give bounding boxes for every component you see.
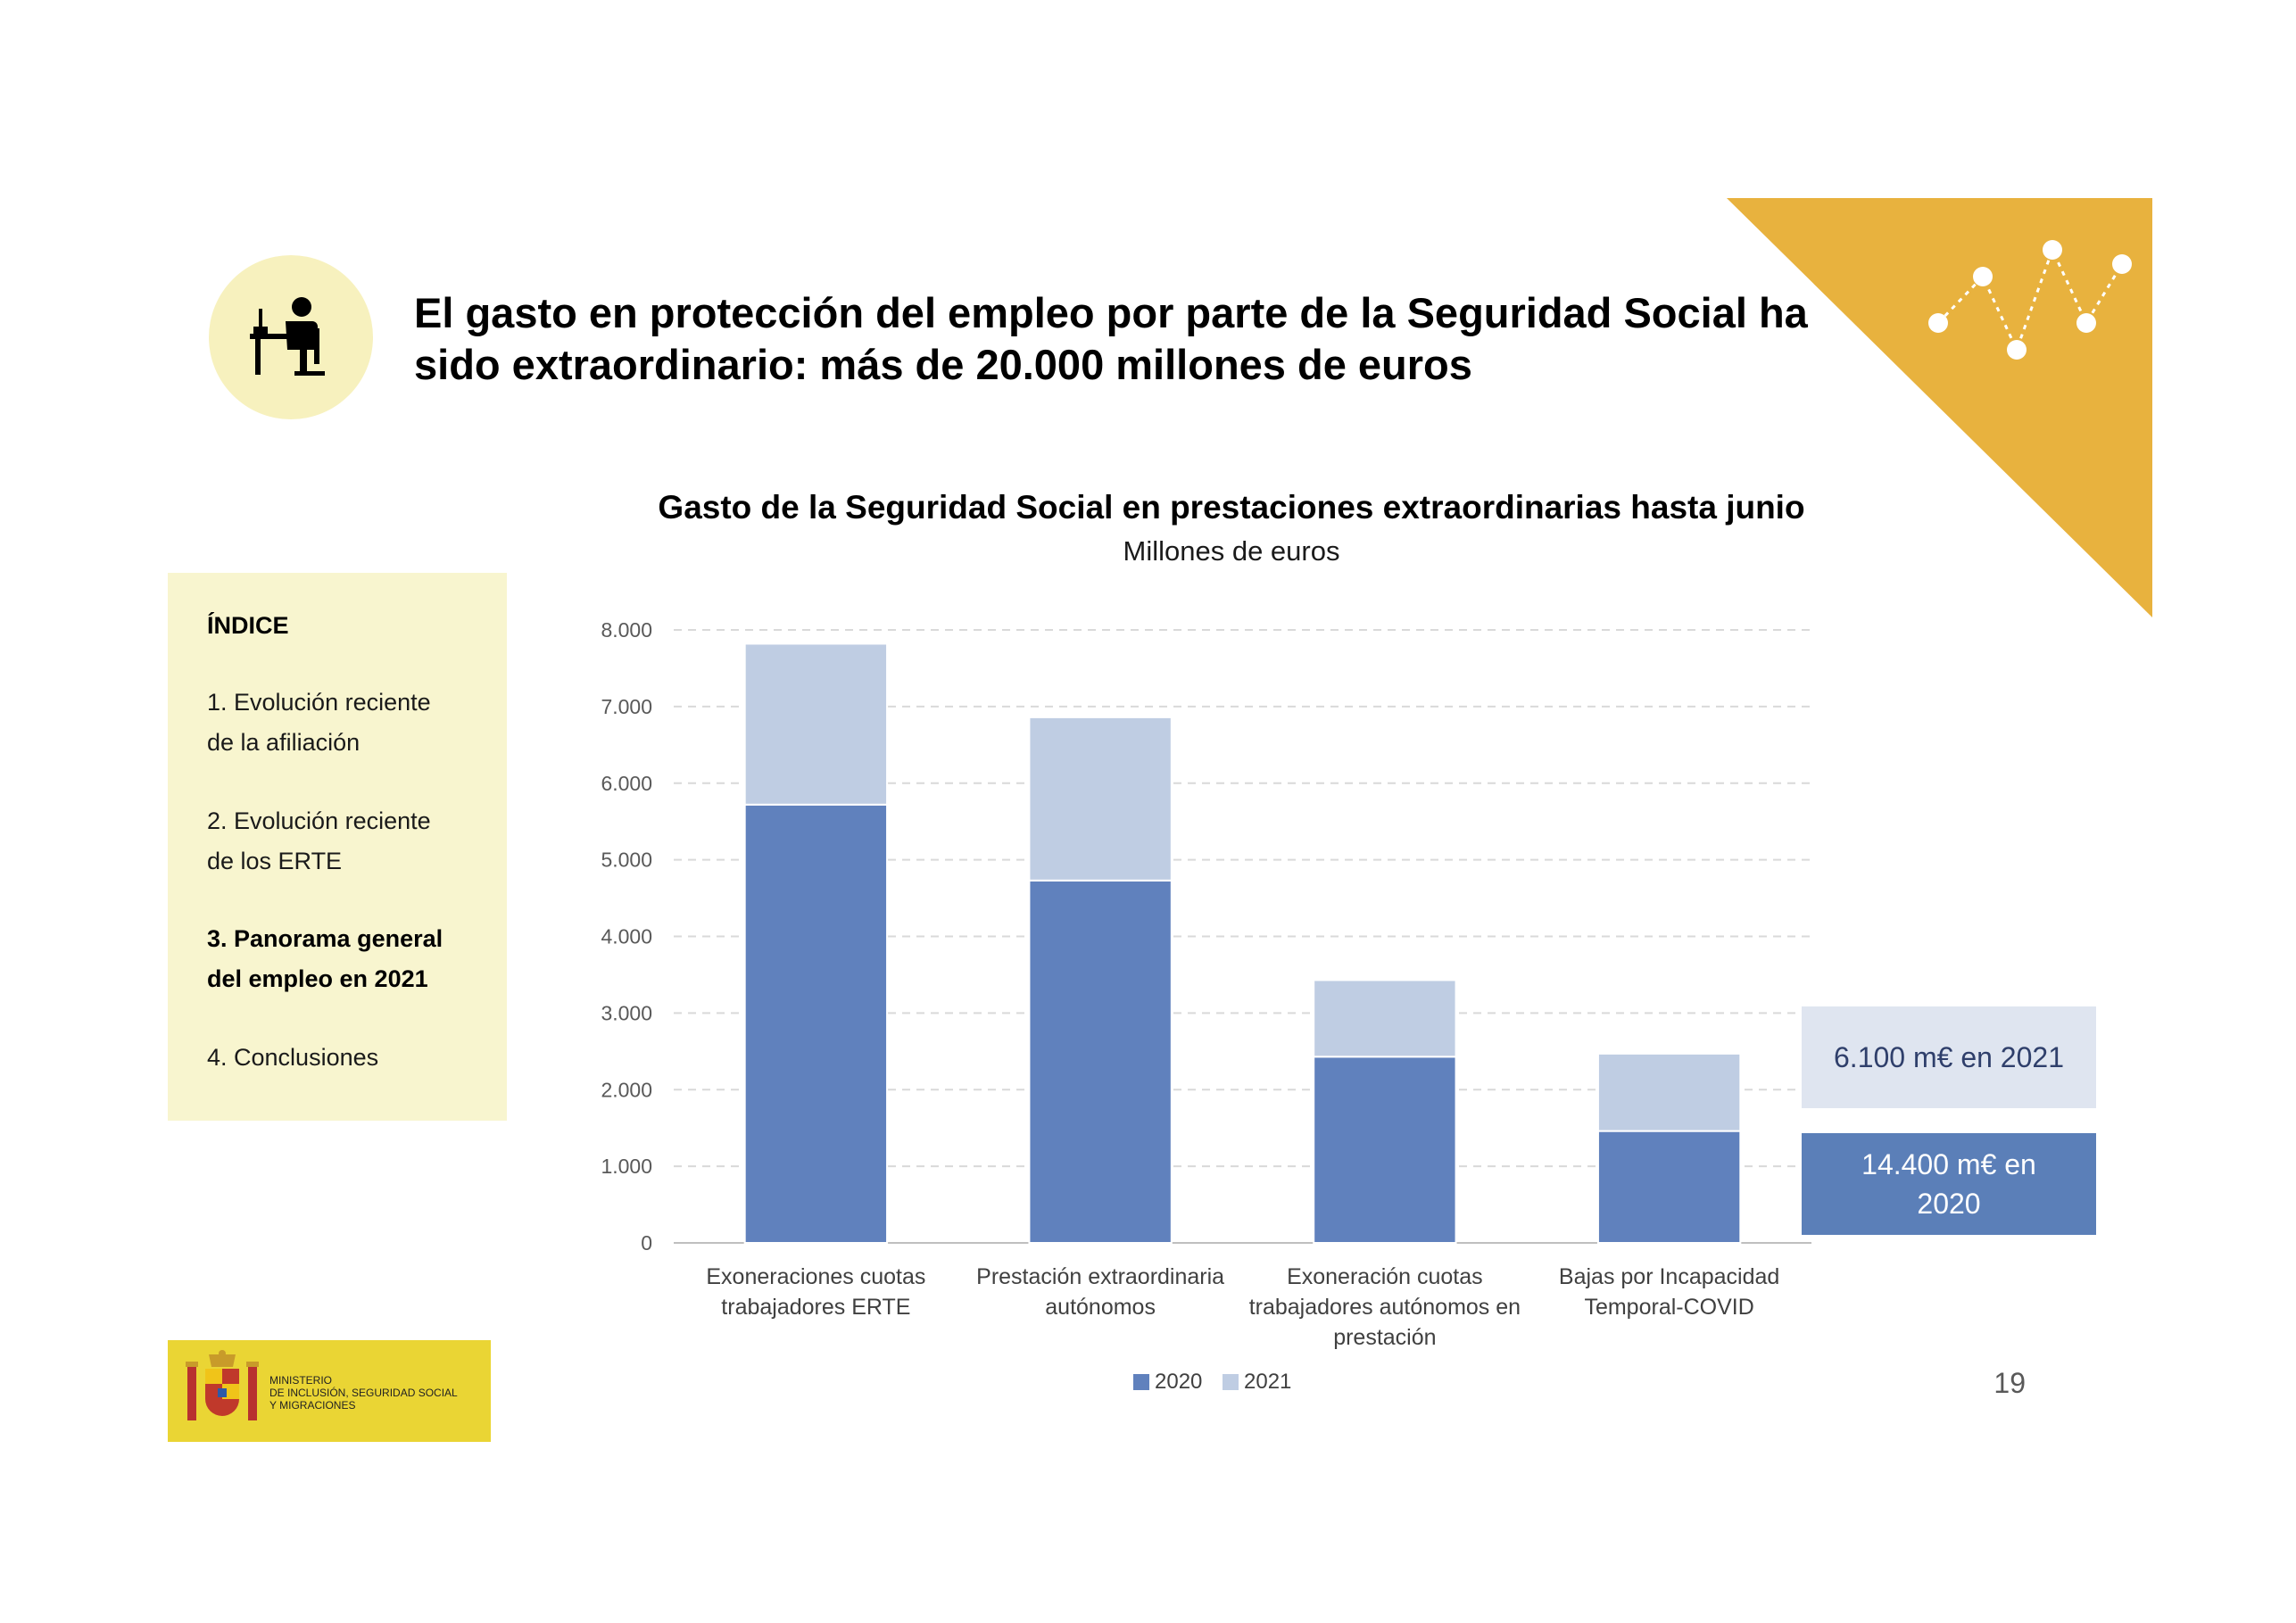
index-item[interactable]: 2. Evolución reciente de los ERTE xyxy=(207,801,493,882)
index-item-label: de la afiliación xyxy=(207,729,361,756)
bar-2020 xyxy=(743,803,889,1244)
y-tick-label: 4.000 xyxy=(601,925,652,948)
legend-label-2021: 2021 xyxy=(1244,1370,1291,1394)
y-tick-label: 5.000 xyxy=(601,849,652,872)
index-item-label: del empleo en 2021 xyxy=(207,965,428,992)
annotation-total-2020: 14.400 m€ en 2020 xyxy=(1802,1133,2096,1235)
index-item-label: 1. Evolución reciente xyxy=(207,689,431,716)
annotation-text: 6.100 m€ en 2021 xyxy=(1834,1041,2064,1073)
bar-2020 xyxy=(1028,879,1173,1245)
x-tick-label: Exoneraciones cuotas xyxy=(706,1264,925,1289)
x-tick-label: Temporal-COVID xyxy=(1584,1295,1753,1320)
y-tick-label: 0 xyxy=(641,1231,652,1255)
spain-coat-of-arms-icon xyxy=(186,1350,259,1420)
x-tick-label: Prestación extraordinaria xyxy=(976,1264,1224,1289)
x-tick-label: Bajas por Incapacidad xyxy=(1559,1264,1779,1289)
slide-title-line: El gasto en protección del empleo por pa… xyxy=(414,289,1808,336)
index-item-label: 4. Conclusiones xyxy=(207,1044,379,1071)
person-at-desk-icon xyxy=(250,297,325,376)
index-panel: ÍNDICE 1. Evolución reciente de la afili… xyxy=(168,573,507,1121)
ministry-text-line: DE INCLUSIÓN, SEGURIDAD SOCIAL xyxy=(269,1387,458,1399)
index-heading: ÍNDICE xyxy=(207,612,289,639)
page-number: 19 xyxy=(1993,1367,2026,1399)
legend-swatch-2021 xyxy=(1223,1374,1239,1390)
y-tick-label: 3.000 xyxy=(601,1001,652,1024)
x-tick-label: trabajadores autónomos en xyxy=(1249,1295,1521,1320)
bar-2021 xyxy=(743,642,889,806)
ministry-logo: MINISTERIO DE INCLUSIÓN, SEGURIDAD SOCIA… xyxy=(168,1340,491,1442)
x-tick-label: Exoneración cuotas xyxy=(1287,1264,1483,1289)
chart-subtitle: Millones de euros xyxy=(1123,535,1340,567)
y-tick-label: 6.000 xyxy=(601,772,652,795)
bar-2020 xyxy=(1596,1130,1742,1245)
x-tick-label: autónomos xyxy=(1045,1295,1156,1320)
index-item-active[interactable]: 3. Panorama general del empleo en 2021 xyxy=(207,919,493,999)
bar-2020 xyxy=(1313,1056,1457,1244)
y-tick-label: 2.000 xyxy=(601,1078,652,1101)
ministry-text-line: MINISTERIO xyxy=(269,1374,333,1387)
y-tick-label: 1.000 xyxy=(601,1155,652,1178)
x-tick-label: trabajadores ERTE xyxy=(721,1295,910,1320)
legend-label-2020: 2020 xyxy=(1155,1370,1202,1394)
annotation-total-2021: 6.100 m€ en 2021 xyxy=(1802,1006,2096,1108)
bar-2021 xyxy=(1596,1052,1742,1132)
y-tick-label: 7.000 xyxy=(601,695,652,718)
y-tick-label: 8.000 xyxy=(601,618,652,642)
bar-2021 xyxy=(1028,716,1173,882)
ministry-text-line: Y MIGRACIONES xyxy=(269,1399,356,1412)
index-item[interactable]: 1. Evolución reciente de la afiliación xyxy=(207,683,493,763)
index-item[interactable]: 4. Conclusiones xyxy=(207,1038,493,1078)
ministry-text: MINISTERIO DE INCLUSIÓN, SEGURIDAD SOCIA… xyxy=(269,1374,458,1412)
slide-title-line: sido extraordinario: más de 20.000 millo… xyxy=(414,341,1472,388)
slide-title: El gasto en protección del empleo por pa… xyxy=(414,287,1860,391)
chart-title: Gasto de la Seguridad Social en prestaci… xyxy=(658,489,1805,526)
header-icon-circle xyxy=(209,255,373,419)
annotation-text: 14.400 m€ en xyxy=(1861,1148,2036,1180)
annotation-text: 2020 xyxy=(1917,1188,1981,1220)
index-item-label: de los ERTE xyxy=(207,848,343,874)
index-item-label: 2. Evolución reciente xyxy=(207,807,431,834)
index-item-label: 3. Panorama general xyxy=(207,925,443,952)
legend-swatch-2020 xyxy=(1133,1374,1149,1390)
x-tick-label: prestación xyxy=(1333,1325,1436,1350)
bar-2021 xyxy=(1313,979,1457,1058)
